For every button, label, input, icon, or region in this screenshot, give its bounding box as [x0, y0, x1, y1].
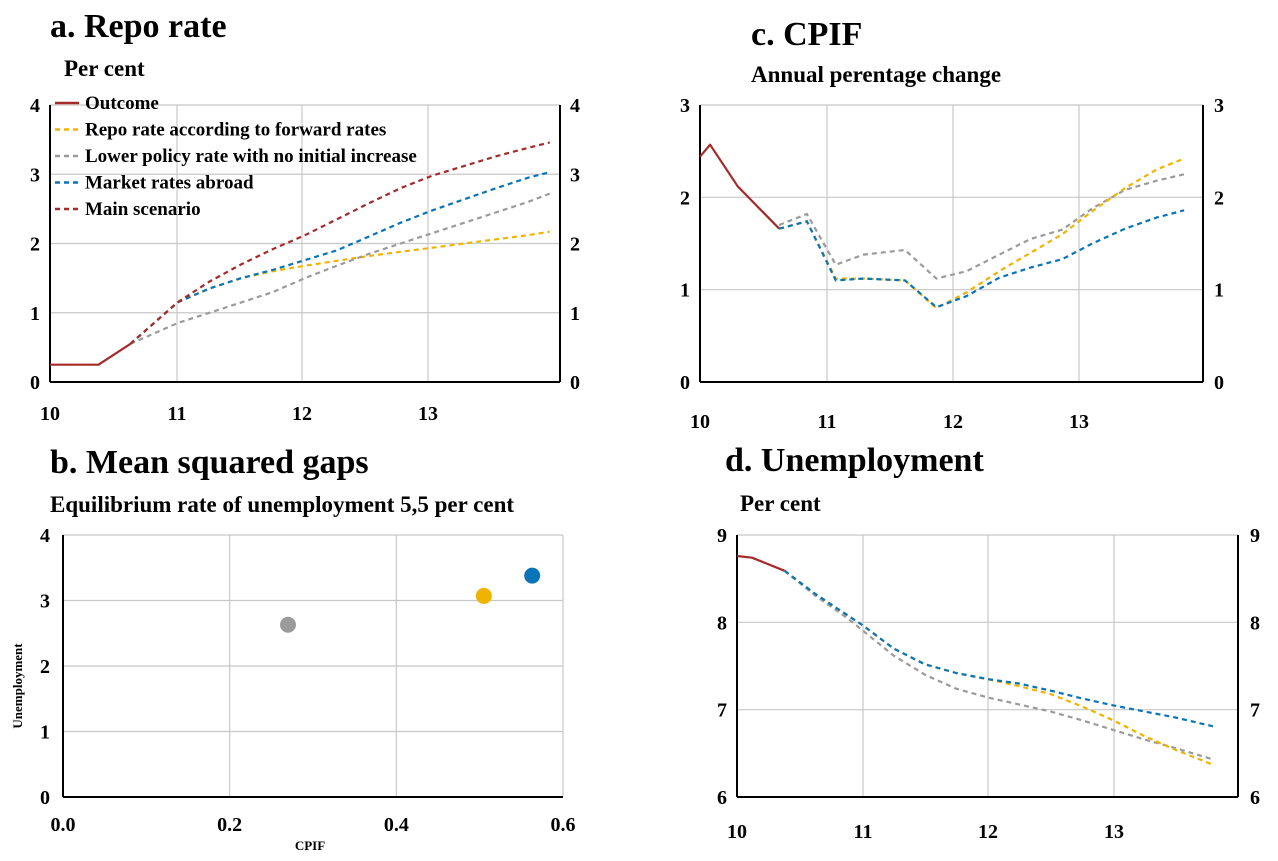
- mean-squared-gaps-chart: 0 1 2 3 4 0.0 0.2 0.4 0.6 CPIF Unemployment: [10, 525, 576, 853]
- x-tick-label: 12: [292, 403, 312, 425]
- series-line-abroad: [778, 209, 1185, 309]
- x-tick-label: 0.2: [217, 814, 242, 836]
- y-tick-label-right: 1: [1214, 280, 1224, 302]
- y-tick-label-right: 8: [1250, 612, 1260, 634]
- y-tick-label-right: 6: [1250, 787, 1260, 809]
- series-line-abroad: [129, 171, 551, 345]
- y-tick-label: 0: [40, 787, 50, 809]
- y-tick-label: 1: [40, 722, 50, 744]
- y-tick-label-right: 2: [570, 234, 580, 256]
- y-tick-label-left: 8: [717, 612, 727, 634]
- y-tick-label-left: 3: [680, 95, 690, 117]
- y-tick-label-right: 9: [1250, 525, 1260, 547]
- series-line-lower: [129, 192, 551, 345]
- y-tick-label-left: 2: [680, 187, 690, 209]
- x-tick-label: 10: [727, 821, 747, 843]
- x-tick-label: 13: [418, 403, 438, 425]
- x-axis-title: CPIF: [295, 838, 325, 853]
- legend-label: Main scenario: [85, 199, 201, 220]
- series-line-main: [129, 141, 551, 345]
- y-tick-label: 2: [40, 656, 50, 678]
- y-tick-label-right: 3: [1214, 95, 1224, 117]
- series-line-outcome: [699, 143, 780, 230]
- panel-c-title: c. CPIF: [751, 16, 862, 53]
- scatter-point-abroad: [524, 567, 541, 584]
- panel-a-subtitle: Per cent: [64, 56, 145, 81]
- series-line-outcome: [736, 554, 786, 572]
- y-tick-label-left: 9: [717, 525, 727, 547]
- x-tick-label: 10: [690, 411, 710, 433]
- panel-b-title: b. Mean squared gaps: [50, 444, 369, 481]
- legend-label: Market rates abroad: [85, 173, 254, 194]
- series-line-lower: [783, 569, 1214, 761]
- y-tick-label-left: 2: [30, 234, 40, 256]
- y-tick-label-left: 7: [717, 700, 727, 722]
- y-tick-label-left: 0: [680, 372, 690, 394]
- y-tick-label-left: 4: [30, 95, 40, 117]
- y-tick-label-left: 1: [680, 280, 690, 302]
- series-line-forward: [783, 569, 1214, 766]
- x-tick-label: 12: [978, 821, 998, 843]
- x-tick-label: 0.6: [551, 814, 576, 836]
- series-line-outcome: [50, 342, 131, 366]
- panel-d-title: d. Unemployment: [725, 442, 984, 479]
- legend-label: Lower policy rate with no initial increa…: [85, 146, 417, 167]
- unemployment-chart: 6 6 7 7 8 8 9 9 10 11 12 13: [717, 525, 1260, 843]
- y-tick-label: 4: [40, 525, 50, 547]
- y-tick-label-left: 0: [30, 372, 40, 394]
- y-tick-label: 3: [40, 591, 50, 613]
- panel-d-subtitle: Per cent: [740, 491, 821, 516]
- series-line-forward: [778, 157, 1185, 310]
- y-tick-label-right: 1: [570, 303, 580, 325]
- y-tick-label-right: 3: [570, 164, 580, 186]
- panel-b-subtitle: Equilibrium rate of unemployment 5,5 per…: [50, 492, 514, 517]
- scatter-point-forward: [475, 587, 492, 604]
- panel-c-subtitle: Annual perentage change: [751, 62, 1001, 87]
- series-line-abroad: [783, 569, 1214, 728]
- x-tick-label: 10: [40, 403, 60, 425]
- y-tick-label-right: 2: [1214, 187, 1224, 209]
- x-tick-label: 13: [1104, 821, 1124, 843]
- series-line-lower: [778, 173, 1185, 280]
- legend-label: Outcome: [85, 93, 159, 114]
- scatter-point-lower: [280, 616, 296, 633]
- x-tick-label: 11: [168, 403, 187, 425]
- x-tick-label: 13: [1069, 411, 1089, 433]
- legend-label: Repo rate according to forward rates: [85, 120, 386, 141]
- x-tick-label: 0.4: [384, 814, 409, 836]
- y-tick-label-right: 0: [570, 372, 580, 394]
- y-axis-title: Unemployment: [10, 643, 25, 729]
- y-tick-label-left: 1: [30, 303, 40, 325]
- x-tick-label: 12: [943, 411, 963, 433]
- y-tick-label-right: 7: [1250, 700, 1260, 722]
- cpif-chart: 0 01 12 23 310 11 12 13: [680, 95, 1224, 433]
- x-tick-label: 11: [854, 821, 873, 843]
- y-tick-label-left: 6: [717, 787, 727, 809]
- y-tick-label-right: 4: [570, 95, 580, 117]
- y-tick-label-right: 0: [1214, 372, 1224, 394]
- x-tick-label: 11: [818, 411, 837, 433]
- panel-a-title: a. Repo rate: [50, 8, 227, 45]
- x-tick-label: 0.0: [51, 814, 76, 836]
- y-tick-label-left: 3: [30, 164, 40, 186]
